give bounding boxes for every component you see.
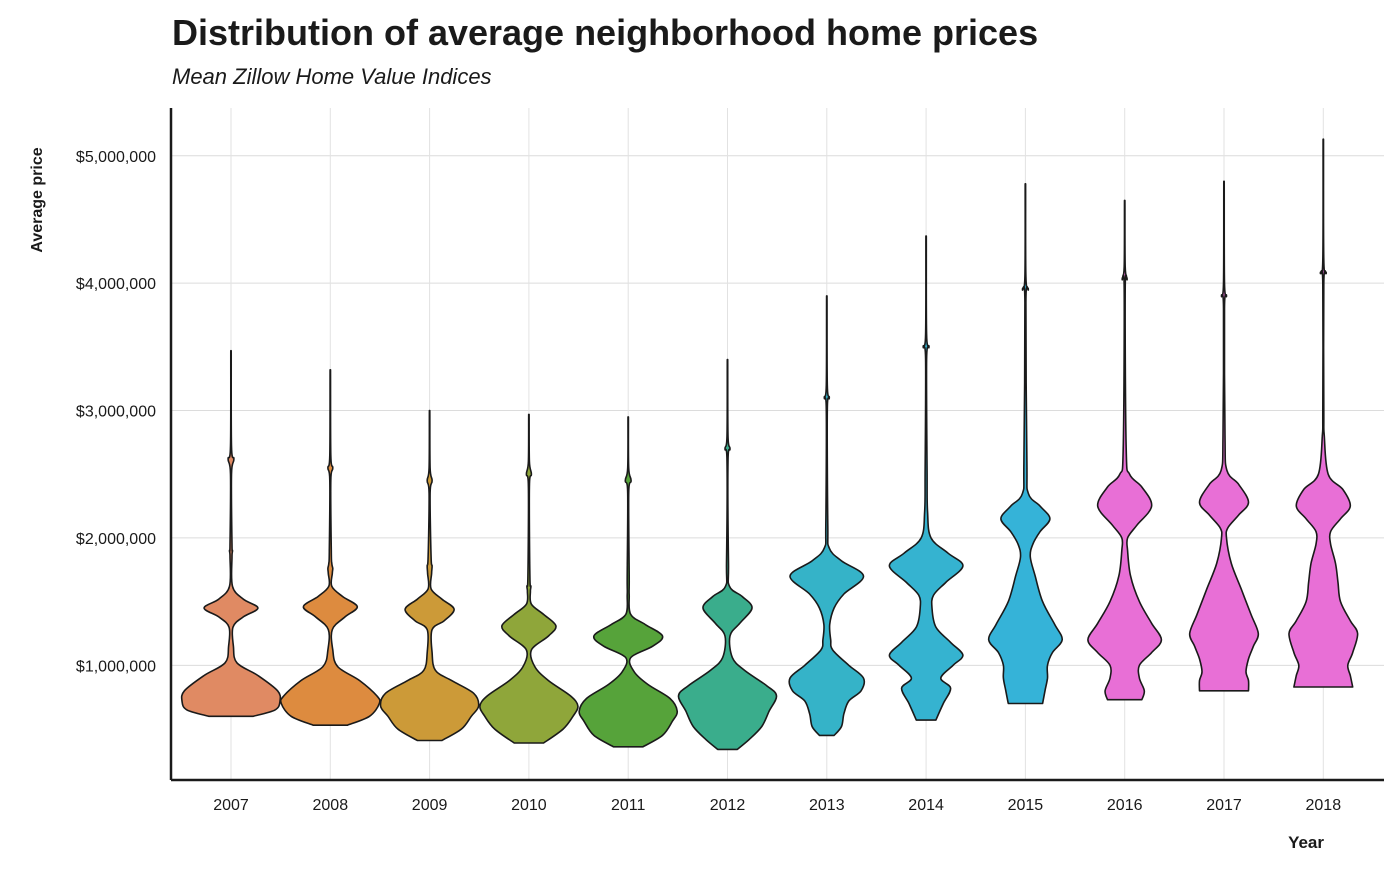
x-tick-label: 2015 [1008,797,1044,814]
y-tick-labels: $1,000,000 $2,000,000 $3,000,000 $4,000,000… [76,149,156,676]
violin-2010 [479,413,579,744]
y-tick-label: $3,000,000 [76,404,156,421]
axes [169,108,1384,782]
violin-2009 [379,409,480,742]
x-tick-label: 2016 [1107,797,1143,814]
y-tick-label: $1,000,000 [76,658,156,675]
y-axis-label: Average price [29,147,46,252]
violin-2012 [677,358,778,751]
x-tick-label: 2012 [710,797,746,814]
y-tick-label: $4,000,000 [76,276,156,293]
x-tick-label: 2017 [1206,797,1242,814]
x-tick-label: 2007 [213,797,249,814]
violin-2007 [180,349,282,718]
x-tick-label: 2008 [313,797,349,814]
violin-2008 [279,369,381,726]
y-tick-label: $2,000,000 [76,531,156,548]
violin-2018 [1288,138,1359,688]
violin-2013 [788,295,866,737]
chart-title: Distribution of average neighborhood hom… [172,12,1039,53]
y-tick-label: $5,000,000 [76,149,156,166]
x-tick-label: 2013 [809,797,845,814]
x-tick-labels: 2007 2008 2009 2010 2011 2012 2013 2014 2015 2016… [213,797,1341,814]
violin-2014 [888,235,964,721]
violin-2016 [1087,199,1163,701]
x-tick-label: 2009 [412,797,448,814]
x-axis-label: Year [1288,833,1324,852]
x-tick-label: 2014 [908,797,944,814]
x-tick-label: 2011 [611,797,646,814]
x-tick-label: 2010 [511,797,547,814]
x-tick-label: 2018 [1306,797,1342,814]
violins [180,138,1359,751]
chart-subtitle: Mean Zillow Home Value Indices [172,64,492,89]
violin-2011 [578,416,679,748]
violin-2015 [987,183,1064,705]
violin-2017 [1188,180,1260,692]
